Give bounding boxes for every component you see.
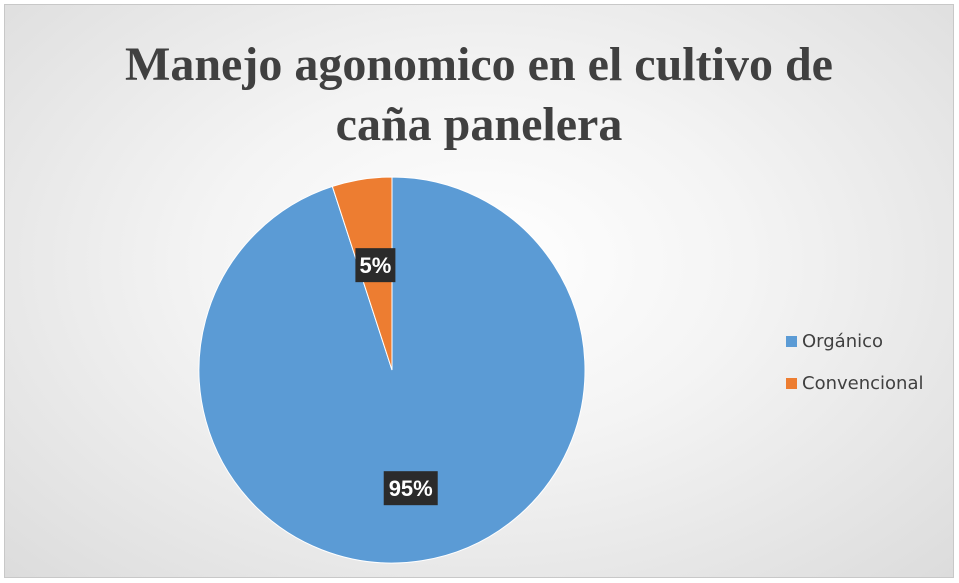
legend-label-organico: Orgánico [802, 330, 884, 352]
chart-title-line-1: Manejo agonomico en el cultivo de [125, 38, 833, 91]
chart-title: Manejo agonomico en el cultivo de caña p… [5, 35, 953, 155]
data-label-text-0: 95% [389, 476, 433, 501]
legend: Orgánico Convencional [786, 330, 923, 414]
chart-title-line-2: caña panelera [335, 98, 623, 151]
legend-item-organico: Orgánico [786, 330, 923, 352]
legend-swatch-convencional [786, 377, 797, 389]
data-label-box-0 [383, 471, 438, 506]
legend-swatch-organico [786, 335, 797, 347]
chart-area: Manejo agonomico en el cultivo de caña p… [4, 4, 954, 578]
data-label-0: 95% [383, 471, 438, 506]
pie-chart: 95% 5% [198, 176, 586, 564]
data-label-1: 5% [355, 248, 396, 283]
data-label-text-1: 5% [359, 253, 391, 278]
legend-label-convencional: Convencional [802, 372, 924, 394]
legend-item-convencional: Convencional [786, 372, 923, 394]
data-label-box-1 [355, 248, 396, 283]
